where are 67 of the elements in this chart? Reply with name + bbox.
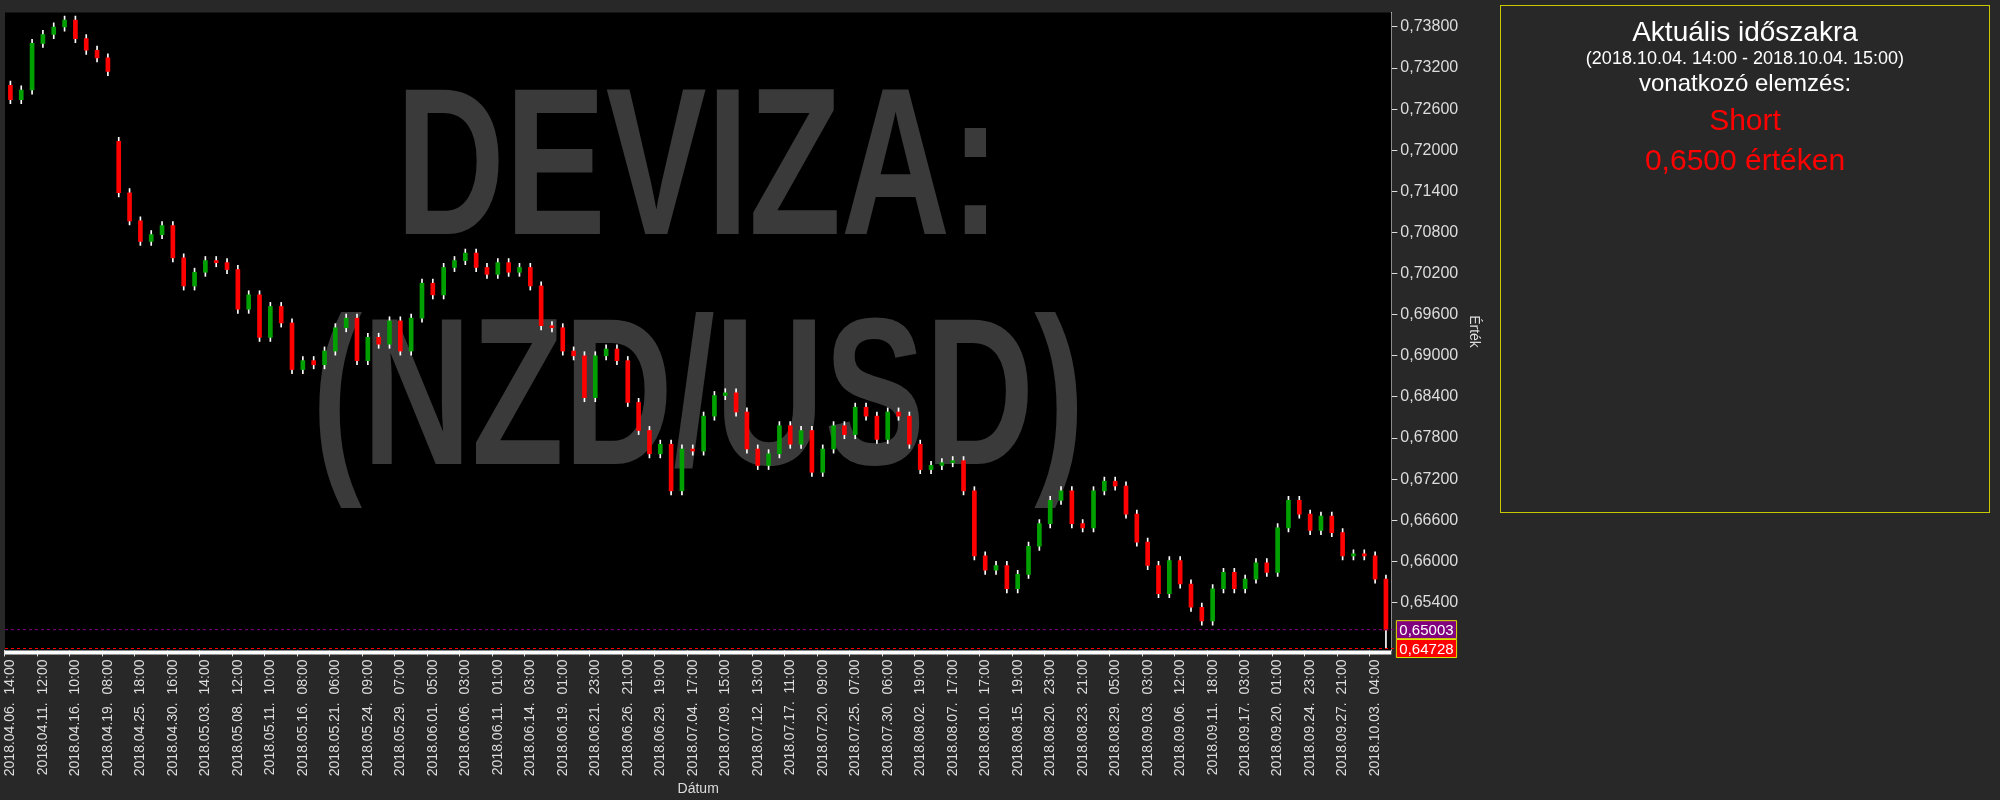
x-tick-label: 2018.09.20. 01:00 (1268, 659, 1285, 777)
text: Short (1708, 103, 1782, 137)
x-tick-label: 2018.08.07. 17:00 (943, 659, 960, 777)
x-tick-label: 2018.04.06. 14:00 (1, 659, 18, 777)
x-tick-label: 2018.07.30. 06:00 (878, 659, 895, 777)
y-axis-title: Érték (1466, 315, 1483, 349)
x-tick-label: 2018.09.11. 18:00 (1203, 659, 1220, 776)
y-tick-label: 0,67200 (1400, 469, 1459, 487)
x-tick-label: 2018.06.11. 01:00 (488, 659, 505, 776)
y-tick-label: 0,69600 (1400, 305, 1459, 323)
x-tick-label: 2018.04.11. 12:00 (33, 659, 50, 776)
x-tick-label: 2018.05.03. 14:00 (196, 659, 213, 777)
x-tick-label: 2018.04.25. 18:00 (131, 659, 148, 777)
text: vonatkozó elemzés: (1637, 69, 1853, 97)
x-tick-label: 2018.05.29. 07:00 (391, 659, 408, 777)
x-tick-label: 2018.04.16. 10:00 (66, 659, 83, 777)
text: (2018.10.04. 14:00 - 2018.10.04. 15:00) (1584, 48, 1906, 69)
y-tick-label: 0,73800 (1400, 17, 1459, 35)
x-tick-label: 2018.07.12. 13:00 (748, 659, 765, 777)
x-tick-label: 2018.09.27. 21:00 (1333, 659, 1350, 777)
y-tick-label: 0,67800 (1400, 428, 1459, 446)
y-tick-label: 0,72600 (1400, 99, 1459, 117)
x-tick-label: 2018.05.21. 06:00 (326, 659, 343, 777)
y-tick-label: 0,65400 (1400, 592, 1459, 610)
x-tick-label: 2018.06.21. 23:00 (586, 659, 603, 777)
x-tick-label: 2018.08.15. 19:00 (1008, 659, 1025, 777)
x-tick-label: 2018.06.14. 03:00 (521, 659, 538, 777)
x-tick-label: 2018.04.30. 16:00 (163, 659, 180, 777)
x-tick-label: 2018.07.04. 17:00 (683, 659, 700, 777)
ref-line-label: 0,65003 (1399, 620, 1454, 638)
x-tick-label: 2018.07.25. 07:00 (846, 659, 863, 777)
x-tick-label: 2018.06.19. 01:00 (553, 659, 570, 777)
y-tick-label: 0,71400 (1400, 181, 1459, 199)
x-tick-label: 2018.06.26. 21:00 (618, 659, 635, 777)
x-tick-label: 2018.08.10. 17:00 (976, 659, 993, 777)
y-tick-label: 0,66600 (1400, 510, 1459, 528)
x-tick-label: 2018.05.11. 10:00 (261, 659, 278, 776)
x-tick-label: 2018.09.24. 23:00 (1300, 659, 1317, 777)
x-tick-label: 2018.09.17. 03:00 (1236, 659, 1253, 777)
x-axis-title: Dátum (677, 780, 719, 797)
x-tick-label: 2018.09.06. 12:00 (1171, 659, 1188, 777)
x-tick-label: 2018.06.06. 03:00 (456, 659, 473, 777)
x-tick-label: 2018.04.19. 08:00 (98, 659, 115, 777)
y-tick-label: 0,70800 (1400, 222, 1459, 240)
x-tick-label: 2018.07.17. 11:00 (781, 659, 798, 776)
x-tick-label: 2018.08.29. 05:00 (1106, 659, 1123, 777)
x-tick-label: 2018.06.29. 19:00 (651, 659, 668, 777)
x-tick-label: 2018.07.20. 09:00 (813, 659, 830, 777)
ref-line-label: 0,64728 (1399, 639, 1454, 657)
x-tick-label: 2018.09.03. 03:00 (1138, 659, 1155, 777)
y-tick-label: 0,68400 (1400, 387, 1459, 405)
y-tick-label: 0,73200 (1400, 58, 1459, 76)
text: 0,6500 értéken (1643, 143, 1847, 177)
x-tick-label: 2018.06.01. 05:00 (423, 659, 440, 777)
y-tick-label: 0,66000 (1400, 551, 1459, 569)
x-tick-label: 2018.08.02. 19:00 (911, 659, 928, 777)
text: Aktuális időszakra (1631, 16, 1859, 48)
x-tick-label: 2018.07.09. 15:00 (716, 659, 733, 777)
y-tick-label: 0,72000 (1400, 140, 1459, 158)
x-tick-label: 2018.08.23. 21:00 (1073, 659, 1090, 777)
x-tick-label: 2018.05.24. 09:00 (358, 659, 375, 777)
x-tick-label: 2018.05.08. 12:00 (228, 659, 245, 777)
y-tick-label: 0,70200 (1400, 264, 1459, 282)
x-tick-label: 2018.10.03. 04:00 (1365, 659, 1382, 777)
y-tick-label: 0,69000 (1400, 346, 1459, 364)
x-tick-label: 2018.08.20. 23:00 (1041, 659, 1058, 777)
x-tick-label: 2018.05.16. 08:00 (293, 659, 310, 777)
